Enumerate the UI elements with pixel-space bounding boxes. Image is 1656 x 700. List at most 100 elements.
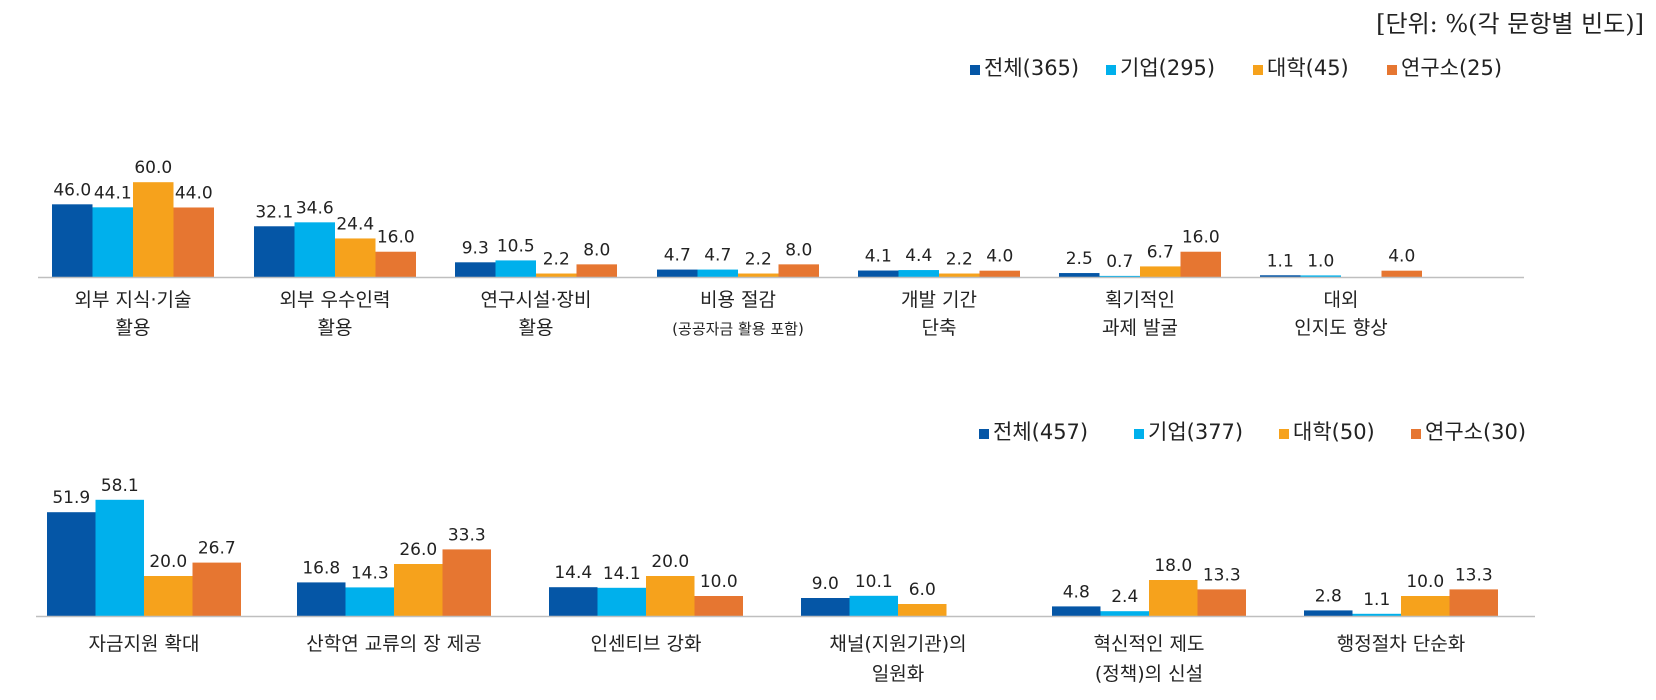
legend-label: 전체(457) [993, 420, 1088, 444]
data-label: 2.2 [745, 250, 772, 270]
bar [576, 264, 617, 277]
bar [52, 204, 93, 277]
data-label: 2.8 [1315, 586, 1342, 606]
legend-label: 연구소(25) [1401, 56, 1502, 80]
bar [173, 207, 214, 277]
data-label: 2.4 [1111, 587, 1138, 607]
bar [849, 595, 898, 616]
category-label: 혁신적인 제도 [1094, 633, 1205, 655]
bar [1401, 596, 1450, 616]
data-label: 16.0 [377, 228, 415, 248]
legend-label: 기업(295) [1120, 56, 1215, 80]
category-label: 활용 [519, 317, 554, 339]
category-label: 인센티브 강화 [591, 633, 702, 655]
category-label: 활용 [318, 317, 353, 339]
category-label: 인지도 향상 [1294, 317, 1387, 339]
bar [898, 604, 947, 616]
bar [1260, 275, 1301, 277]
bar [697, 269, 738, 277]
data-label: 26.0 [399, 540, 437, 560]
data-label: 13.3 [1203, 565, 1241, 585]
legend-swatch [970, 65, 980, 75]
legend-label: 대학(45) [1267, 56, 1349, 80]
data-label: 4.7 [664, 246, 691, 266]
legend-swatch [1106, 65, 1116, 75]
data-label: 10.1 [855, 572, 893, 592]
data-label: 4.0 [986, 247, 1013, 267]
data-label: 14.4 [554, 563, 592, 583]
bar [1300, 275, 1341, 277]
data-label: 2.2 [543, 250, 570, 270]
unit-note: [단위: %(각 문항별 빈도)] [1376, 10, 1644, 38]
category-label: 대외 [1324, 289, 1359, 311]
bar [133, 182, 174, 277]
data-label: 2.2 [946, 250, 973, 270]
bar [657, 269, 698, 277]
bar [1099, 275, 1140, 277]
data-label: 14.1 [603, 564, 641, 584]
data-label: 9.3 [462, 238, 489, 258]
category-label: 외부 우수인력 [280, 289, 391, 311]
data-label: 34.6 [296, 198, 334, 218]
data-label: 0.7 [1106, 252, 1133, 272]
data-label: 18.0 [1154, 556, 1192, 576]
bar [294, 222, 335, 277]
legend-swatch [1253, 65, 1263, 75]
bar [47, 512, 96, 616]
category-label: 활용 [116, 317, 151, 339]
category-label: 과제 발굴 [1102, 317, 1178, 339]
bar [1304, 610, 1353, 616]
bar [335, 238, 376, 277]
bar [858, 270, 899, 277]
chart-1: 전체(365) 기업(295) 대학(45) 연구소(25) 46.0 32.1 9.3 4.… [38, 56, 1524, 339]
category-label: 비용 절감 [700, 289, 776, 311]
bar [536, 273, 577, 277]
category-label: 채널(지원기관)의 [829, 633, 966, 655]
data-label: 16.8 [302, 558, 340, 578]
bar [92, 207, 133, 277]
bar [801, 598, 850, 616]
legend-label: 기업(377) [1148, 420, 1243, 444]
bar [1059, 273, 1100, 277]
bar [898, 270, 939, 277]
category-label: 연구시설·장비 [481, 289, 592, 311]
data-label: 2.5 [1066, 249, 1093, 269]
data-label: 58.1 [101, 476, 139, 496]
bar [455, 262, 496, 277]
category-label: (공공자금 활용 포함) [672, 320, 804, 338]
legend-label: 대학(50) [1293, 420, 1375, 444]
bar [1180, 251, 1221, 277]
bar [95, 499, 144, 616]
data-label: 60.0 [134, 158, 172, 178]
bar [1449, 589, 1498, 616]
bar [549, 587, 598, 616]
data-label: 10.0 [700, 572, 738, 592]
bar [979, 270, 1020, 277]
data-label: 6.0 [909, 580, 936, 600]
bar [394, 564, 443, 616]
data-label: 14.3 [351, 563, 389, 583]
bar [1197, 589, 1246, 616]
bar [1352, 613, 1401, 616]
data-label: 10.0 [1406, 572, 1444, 592]
chart-2: 전체(457) 기업(377) 대학(50) 연구소(30) 51.9 16.8 14.4 9… [36, 420, 1535, 685]
data-label: 1.0 [1307, 251, 1334, 271]
legend-label: 전체(365) [984, 56, 1079, 80]
data-label: 4.1 [865, 247, 892, 267]
legend-label: 연구소(30) [1425, 420, 1526, 444]
data-label: 24.4 [336, 214, 374, 234]
data-label: 1.1 [1267, 251, 1294, 271]
bar [597, 587, 646, 616]
category-label: 단축 [922, 317, 957, 339]
data-label: 51.9 [52, 488, 90, 508]
data-label: 6.7 [1147, 242, 1174, 262]
bar [1100, 611, 1149, 616]
category-label: 개발 기간 [901, 289, 977, 311]
data-label: 4.4 [905, 246, 932, 266]
legend-swatch [1387, 65, 1397, 75]
bar [1381, 270, 1422, 277]
data-label: 1.1 [1363, 590, 1390, 610]
bar [192, 562, 241, 616]
data-label: 32.1 [255, 202, 293, 222]
